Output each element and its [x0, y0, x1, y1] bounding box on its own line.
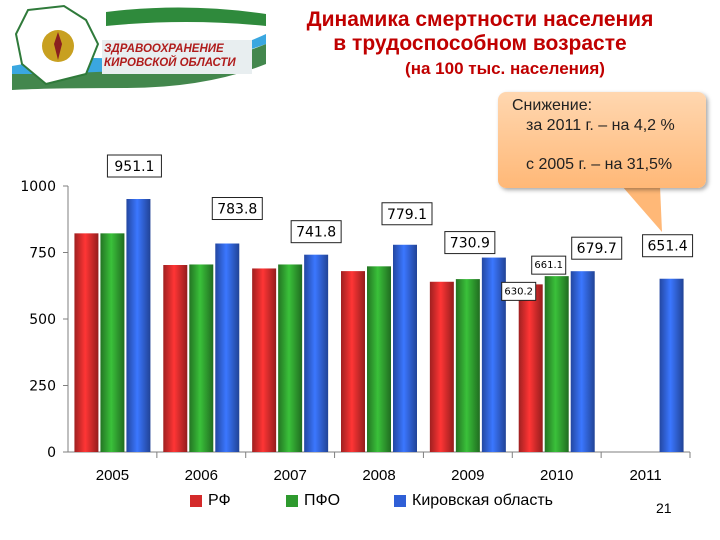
- callout-box: Снижение: за 2011 г. – на 4,2 % с 2005 г…: [498, 92, 706, 188]
- logo-graphic: [12, 4, 266, 90]
- data-label: 779.1: [387, 207, 427, 223]
- y-tick-label: 500: [29, 312, 56, 328]
- data-label: 679.7: [577, 241, 617, 257]
- bar-rf: [429, 281, 454, 452]
- bar-pfo: [367, 266, 391, 452]
- y-tick-label: 250: [29, 379, 56, 395]
- legend-label-pfo: ПФО: [304, 492, 341, 509]
- data-label-box: [444, 231, 496, 255]
- data-label: 741.8: [296, 225, 336, 241]
- bar-kirov: [570, 271, 595, 452]
- x-tick-label: 2011: [629, 467, 661, 484]
- bar-kirov: [126, 199, 151, 452]
- bar-pfo: [455, 279, 480, 452]
- bar-pfo: [189, 264, 214, 452]
- bar-kirov: [659, 278, 684, 452]
- data-label-box: [381, 202, 433, 226]
- bar-rf: [518, 284, 543, 452]
- legend-item-kirov: Кировская область: [394, 492, 553, 510]
- legend-item-rf: РФ: [190, 492, 231, 510]
- data-label-box: [571, 236, 623, 260]
- data-label-box: [290, 220, 342, 244]
- x-tick-label: 2006: [185, 467, 218, 484]
- x-tick-label: 2005: [96, 467, 129, 484]
- bar-kirov: [304, 254, 329, 452]
- x-tick-label: 2010: [540, 467, 573, 484]
- bar-kirov: [393, 244, 417, 452]
- y-tick-label: 750: [29, 246, 56, 262]
- data-label-box: [642, 234, 694, 258]
- logo-line-1: ЗДРАВООХРАНЕНИЕ: [104, 43, 224, 55]
- bar-pfo: [100, 233, 125, 452]
- data-label: 630.2: [504, 286, 533, 297]
- legend-swatch-pfo: [286, 495, 298, 507]
- bar-pfo: [278, 264, 303, 452]
- page-number: 21: [656, 500, 672, 516]
- data-label: 651.4: [648, 239, 688, 255]
- bar-rf: [341, 271, 365, 452]
- data-label: 730.9: [450, 236, 490, 252]
- legend-item-pfo: ПФО: [286, 492, 340, 510]
- data-label-box: [211, 197, 263, 221]
- y-tick-label: 0: [47, 445, 56, 461]
- legend-swatch-rf: [190, 495, 202, 507]
- title-line-3: (на 100 тыс. населения): [405, 59, 605, 78]
- data-label-box: [106, 154, 162, 178]
- title-line-2: в трудоспособном возрасте: [333, 32, 627, 55]
- data-label-box: [501, 281, 537, 301]
- data-label-box: [531, 255, 567, 275]
- x-tick-label: 2009: [451, 467, 484, 484]
- legend-swatch-kirov: [394, 495, 406, 507]
- title-line-1: Динамика смертности населения: [306, 8, 654, 31]
- callout-row-1: за 2011 г. – на 4,2 %: [526, 117, 675, 134]
- bar-rf: [252, 268, 277, 452]
- legend-label-rf: РФ: [208, 492, 231, 509]
- bar-pfo: [544, 276, 569, 452]
- callout-heading: Снижение:: [512, 97, 593, 114]
- legend-label-kirov: Кировская область: [412, 492, 553, 509]
- y-tick-label: 1000: [20, 179, 56, 195]
- callout-row-2: с 2005 г. – на 31,5%: [526, 156, 673, 173]
- data-label: 661.1: [534, 260, 563, 271]
- data-label: 783.8: [217, 202, 257, 218]
- bar-rf: [74, 233, 99, 452]
- legend: РФ ПФО Кировская область: [0, 492, 720, 516]
- logo-line-2: КИРОВСКОЙ ОБЛАСТИ: [104, 57, 236, 69]
- page-title: Динамика смертности населения в трудоспо…: [270, 8, 690, 80]
- bar-kirov: [215, 243, 240, 452]
- bar-rf: [163, 265, 188, 452]
- data-label: 951.1: [114, 159, 154, 175]
- x-tick-label: 2008: [362, 467, 395, 484]
- x-tick-label: 2007: [273, 467, 306, 484]
- logo: ЗДРАВООХРАНЕНИЕ КИРОВСКОЙ ОБЛАСТИ: [6, 4, 266, 92]
